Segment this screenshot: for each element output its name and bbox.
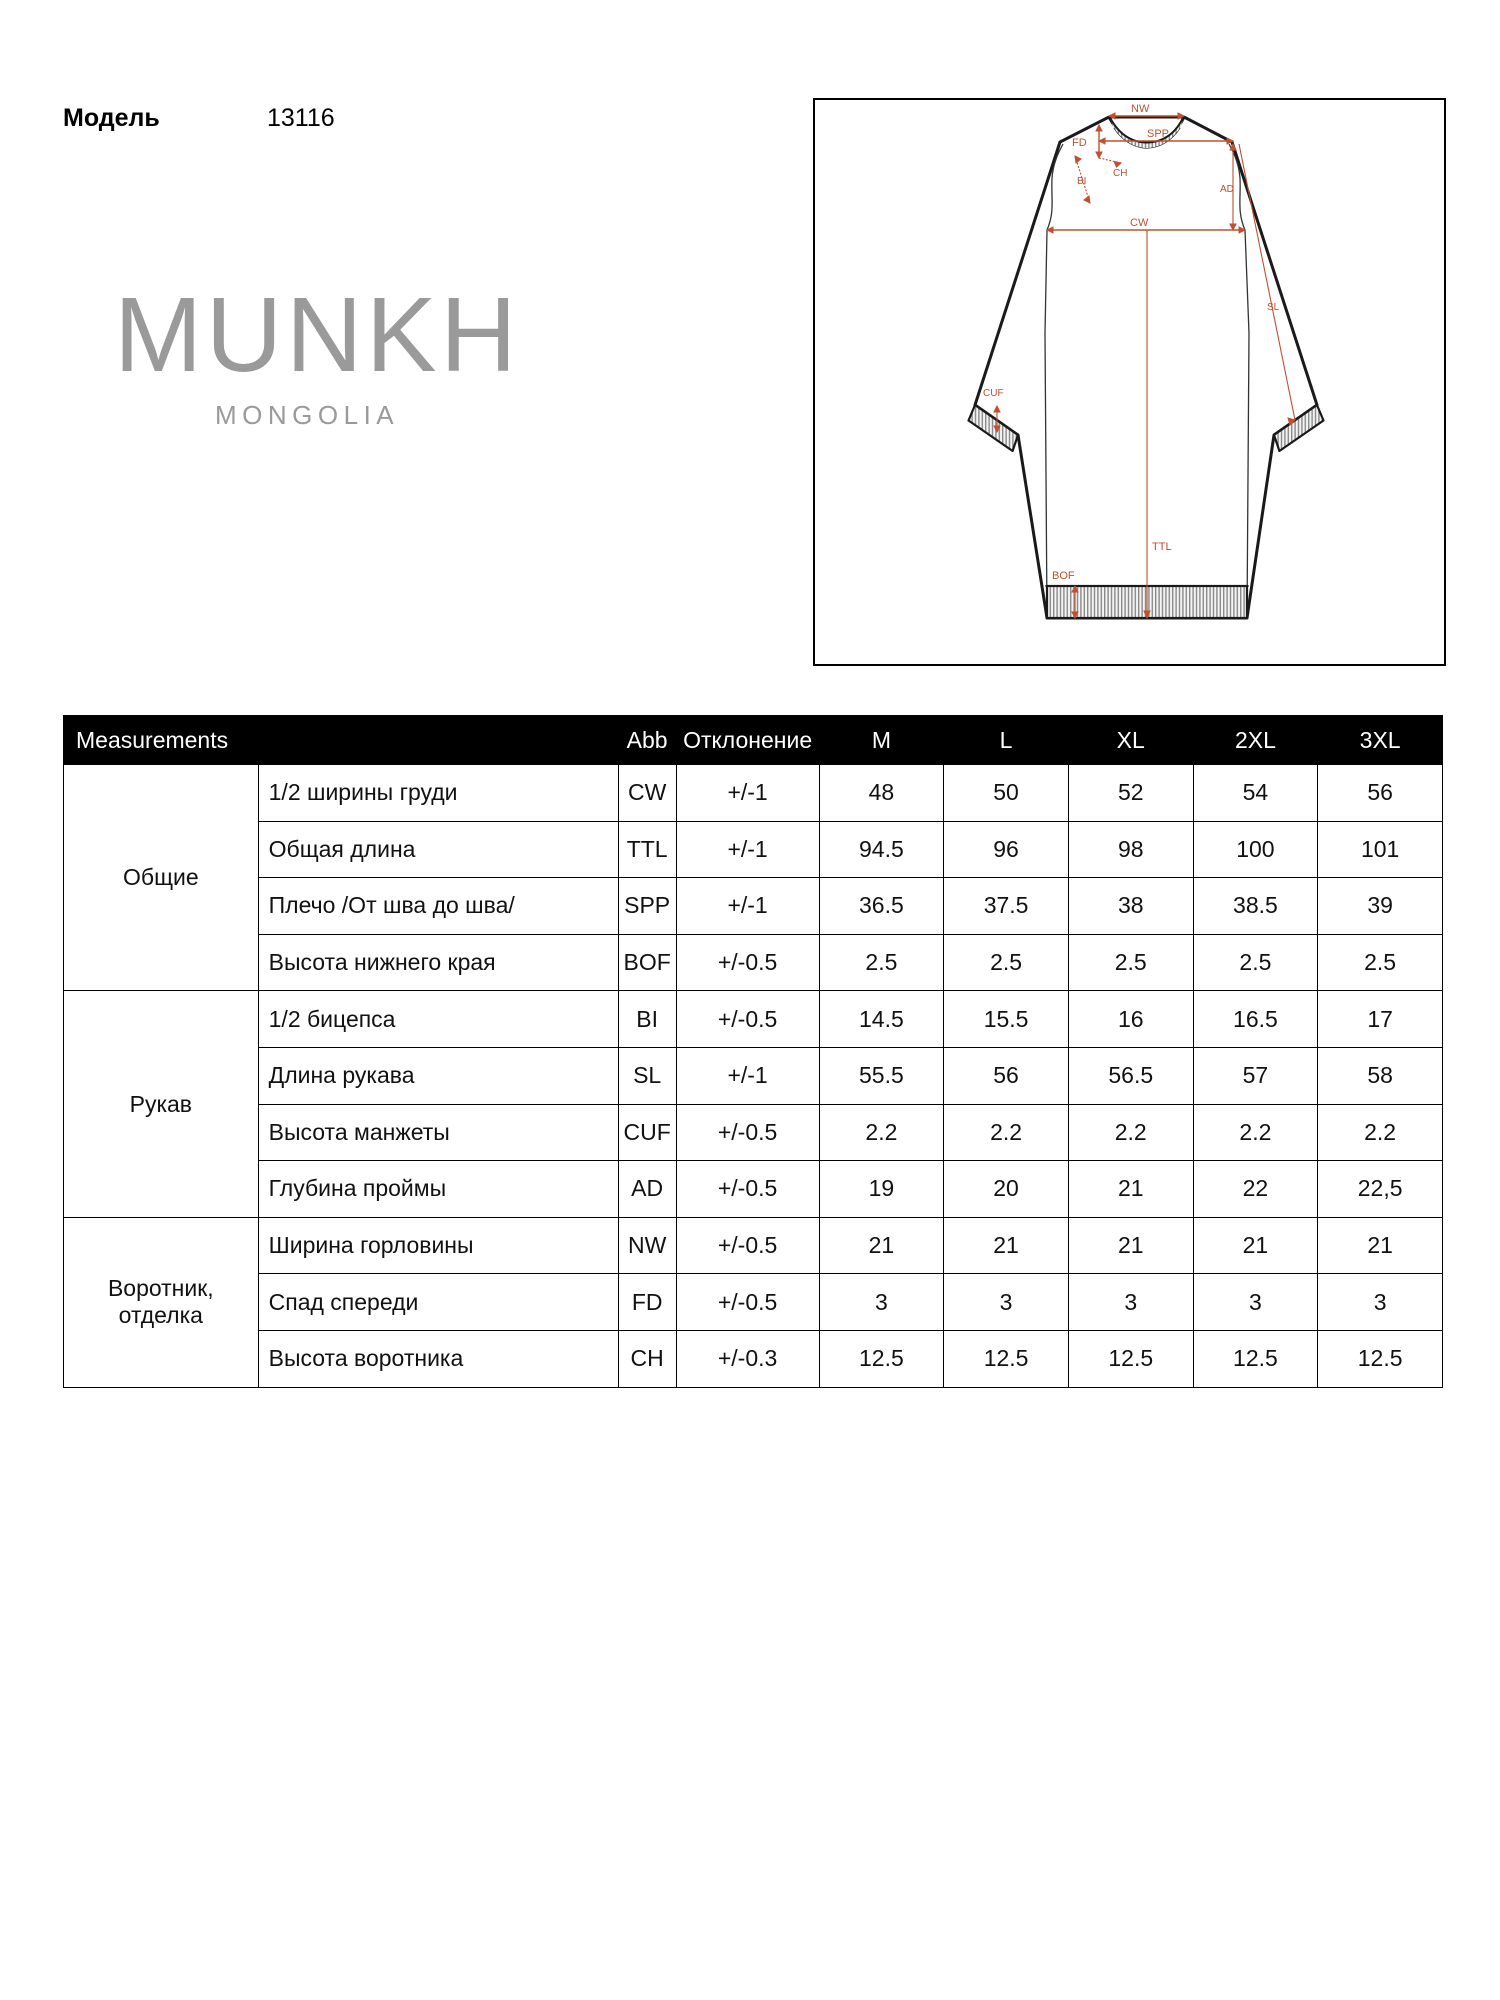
svg-text:CW: CW	[1130, 217, 1149, 229]
svg-text:TTL: TTL	[1152, 541, 1172, 553]
svg-text:SPP: SPP	[1147, 128, 1169, 140]
svg-text:CH: CH	[1113, 168, 1127, 179]
svg-text:NW: NW	[1131, 103, 1150, 115]
svg-text:AD: AD	[1220, 184, 1234, 195]
svg-text:FD: FD	[1072, 137, 1087, 149]
svg-text:BOF: BOF	[1052, 570, 1075, 582]
svg-text:BI: BI	[1077, 176, 1086, 187]
svg-text:CUF: CUF	[983, 388, 1004, 399]
svg-text:SL: SL	[1267, 302, 1280, 313]
